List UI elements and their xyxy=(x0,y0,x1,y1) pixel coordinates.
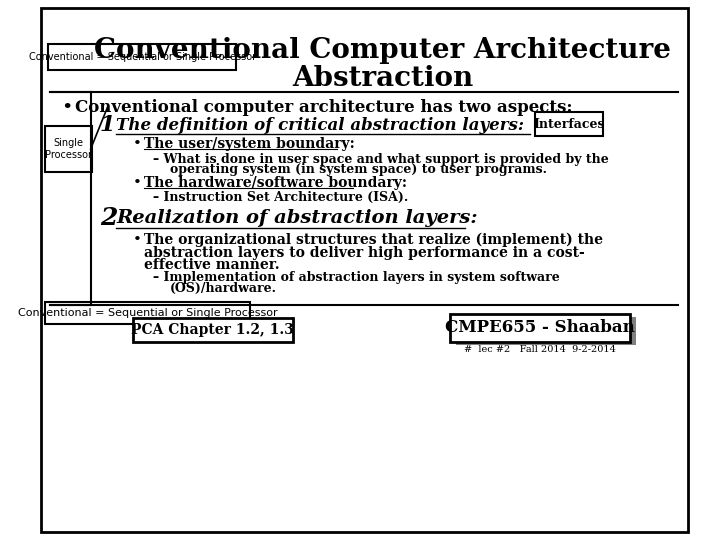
Text: Single
Processor: Single Processor xyxy=(45,138,92,160)
Text: Interfaces: Interfaces xyxy=(534,118,605,131)
Text: 1: 1 xyxy=(100,114,115,136)
Text: CMPE655 - Shaaban: CMPE655 - Shaaban xyxy=(445,320,634,336)
FancyBboxPatch shape xyxy=(48,44,235,70)
FancyBboxPatch shape xyxy=(456,317,636,345)
Text: Conventional = Sequential or Single Processor: Conventional = Sequential or Single Proc… xyxy=(29,52,256,62)
Text: #  lec #2   Fall 2014  9-2-2014: # lec #2 Fall 2014 9-2-2014 xyxy=(464,346,616,354)
Text: 2: 2 xyxy=(100,206,117,230)
FancyBboxPatch shape xyxy=(45,302,251,324)
Text: The hardware/software boundary:: The hardware/software boundary: xyxy=(144,176,407,190)
FancyBboxPatch shape xyxy=(133,318,293,342)
Text: effective manner.: effective manner. xyxy=(144,258,279,272)
Text: Conventional computer architecture has two aspects:: Conventional computer architecture has t… xyxy=(75,99,572,117)
Text: The definition of critical abstraction layers:: The definition of critical abstraction l… xyxy=(117,117,524,133)
Text: The organizational structures that realize (implement) the: The organizational structures that reali… xyxy=(144,233,603,247)
Text: Conventional Computer Architecture: Conventional Computer Architecture xyxy=(94,37,671,64)
Text: – What is done in user space and what support is provided by the: – What is done in user space and what su… xyxy=(153,152,609,165)
FancyBboxPatch shape xyxy=(41,8,688,532)
FancyBboxPatch shape xyxy=(45,126,92,172)
Text: operating system (in system space) to user programs.: operating system (in system space) to us… xyxy=(170,164,546,177)
Text: – Implementation of abstraction layers in system software: – Implementation of abstraction layers i… xyxy=(153,271,560,284)
Text: •: • xyxy=(133,176,142,190)
Text: •: • xyxy=(61,99,73,117)
Text: (OS)/hardware.: (OS)/hardware. xyxy=(170,281,276,294)
FancyBboxPatch shape xyxy=(535,112,603,136)
Text: Realization of abstraction layers:: Realization of abstraction layers: xyxy=(117,209,478,227)
Text: The user/system boundary:: The user/system boundary: xyxy=(144,137,355,151)
Text: •: • xyxy=(133,137,142,151)
Text: – Instruction Set Architecture (ISA).: – Instruction Set Architecture (ISA). xyxy=(153,191,408,204)
Text: Abstraction: Abstraction xyxy=(292,64,473,91)
Text: Conventional = Sequential or Single Processor: Conventional = Sequential or Single Proc… xyxy=(18,308,277,318)
Text: •: • xyxy=(133,233,142,247)
FancyBboxPatch shape xyxy=(450,314,630,342)
Text: PCA Chapter 1.2, 1.3: PCA Chapter 1.2, 1.3 xyxy=(131,323,294,337)
Text: abstraction layers to deliver high performance in a cost-: abstraction layers to deliver high perfo… xyxy=(144,246,585,260)
